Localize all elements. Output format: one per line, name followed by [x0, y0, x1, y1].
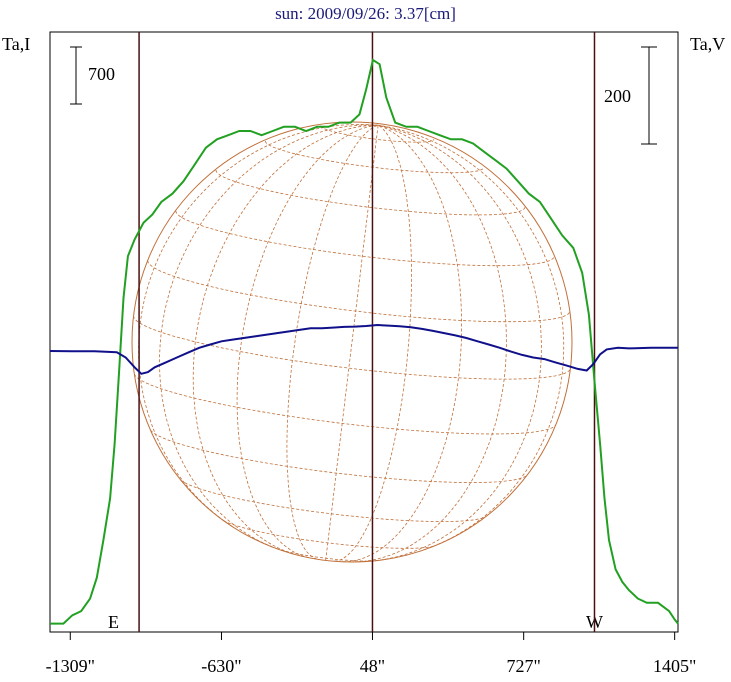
longitude-line — [236, 124, 379, 559]
left-axis-label: Ta,I — [2, 34, 31, 54]
x-tick-label: 727" — [506, 656, 540, 676]
longitude-line — [138, 123, 379, 528]
plot-frame — [49, 31, 679, 633]
right-axis-label: Ta,V — [690, 34, 726, 54]
longitude-line — [159, 124, 379, 550]
left-scale-bar-label: 700 — [88, 64, 115, 84]
chart-title: sun: 2009/09/26: 3.37[cm] — [275, 4, 456, 23]
longitude-line — [378, 124, 565, 551]
latitude-line — [133, 315, 571, 380]
x-tick-label: 1405" — [653, 656, 696, 676]
plot-border — [49, 31, 679, 633]
longitude-line — [286, 124, 379, 560]
longitude-line — [358, 124, 507, 563]
latitude-line — [134, 373, 557, 435]
solar-disk-grid — [131, 121, 573, 563]
polarization-line — [49, 323, 678, 375]
longitude-line — [375, 124, 542, 562]
longitude-line — [325, 125, 379, 561]
latitude-line — [150, 429, 528, 484]
latitude-line — [275, 548, 377, 562]
latitude-line — [180, 479, 486, 523]
latitude-line — [215, 169, 526, 216]
latitude-line — [223, 520, 435, 549]
longitude-line — [342, 124, 462, 563]
latitude-line — [147, 260, 571, 323]
right-scale-bar-label: 200 — [604, 86, 631, 106]
x-tick-label: -630" — [201, 656, 241, 676]
longitude-line — [192, 124, 379, 555]
longitude-line — [334, 124, 412, 562]
intensity-line — [50, 58, 679, 625]
latitude-line — [320, 125, 435, 143]
series-layer — [49, 58, 679, 625]
east-label: E — [108, 612, 119, 632]
x-tick-label: -1309" — [46, 656, 95, 676]
x-tick-label: 48" — [360, 656, 385, 676]
latitude-line — [175, 210, 555, 267]
x-axis: -1309" -630" 48" 727" 1405" — [46, 632, 696, 676]
